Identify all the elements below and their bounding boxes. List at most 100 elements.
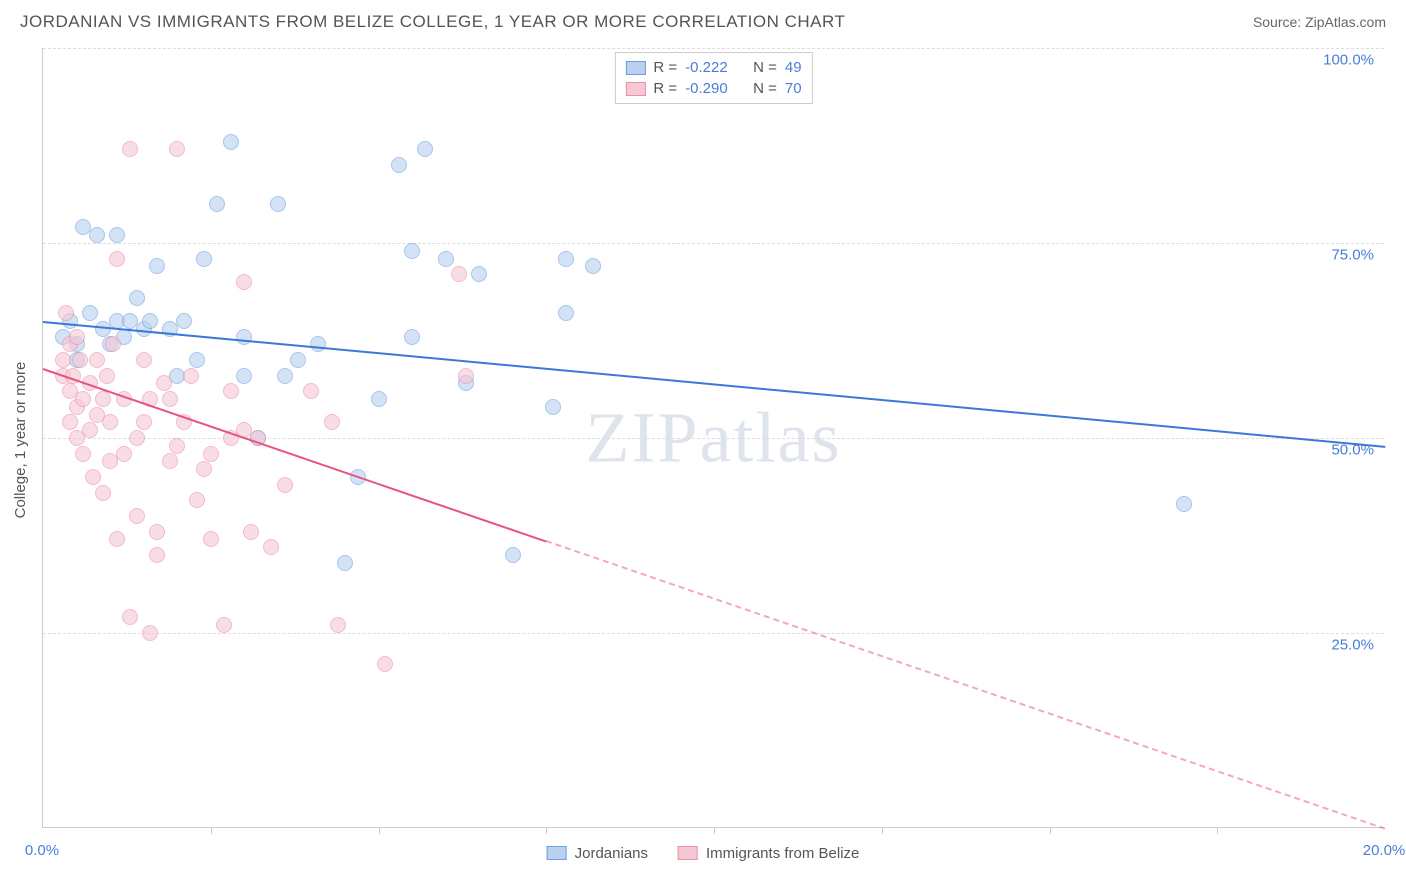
scatter-point <box>223 383 239 399</box>
scatter-point <box>1176 496 1192 512</box>
scatter-point <box>95 391 111 407</box>
scatter-point <box>149 258 165 274</box>
x-tick <box>1217 827 1218 834</box>
legend-swatch <box>625 61 645 75</box>
series-legend: Jordanians Immigrants from Belize <box>547 838 860 868</box>
scatter-point <box>149 547 165 563</box>
x-tick <box>546 827 547 834</box>
scatter-point <box>82 305 98 321</box>
legend-swatch <box>678 846 698 860</box>
scatter-point <box>169 438 185 454</box>
legend-item: Jordanians <box>547 845 648 862</box>
scatter-point <box>55 352 71 368</box>
r-value: -0.222 <box>685 59 745 76</box>
correlation-legend: R = -0.222 N = 49 R = -0.290 N = 70 <box>614 52 812 104</box>
scatter-chart: ZIPatlas R =-0.222N =49R =-0.290N =70 25… <box>42 48 1384 828</box>
scatter-point <box>75 391 91 407</box>
scatter-point <box>99 368 115 384</box>
scatter-point <box>89 352 105 368</box>
scatter-point <box>505 547 521 563</box>
legend-label: Immigrants from Belize <box>706 845 859 862</box>
scatter-point <box>85 469 101 485</box>
scatter-point <box>62 414 78 430</box>
y-axis-label: College, 1 year or more <box>12 362 29 519</box>
trend-line <box>546 540 1385 830</box>
y-tick-label: 100.0% <box>1323 52 1374 69</box>
legend-row: R =-0.222N =49 <box>625 57 801 78</box>
scatter-point <box>136 414 152 430</box>
gridline <box>43 243 1384 244</box>
scatter-point <box>82 422 98 438</box>
y-tick-label: 25.0% <box>1331 637 1374 654</box>
scatter-point <box>102 414 118 430</box>
x-tick <box>1050 827 1051 834</box>
scatter-point <box>189 492 205 508</box>
scatter-point <box>69 329 85 345</box>
scatter-point <box>109 251 125 267</box>
legend-swatch <box>547 846 567 860</box>
x-tick <box>714 827 715 834</box>
x-axis-max-label: 20.0% <box>1363 842 1406 859</box>
x-tick <box>379 827 380 834</box>
n-value: 49 <box>785 59 802 76</box>
scatter-point <box>122 141 138 157</box>
scatter-point <box>324 414 340 430</box>
legend-item: Immigrants from Belize <box>678 845 859 862</box>
y-tick-label: 75.0% <box>1331 247 1374 264</box>
scatter-point <box>404 243 420 259</box>
n-label: N = <box>753 80 777 97</box>
scatter-point <box>183 368 199 384</box>
scatter-point <box>391 157 407 173</box>
r-value: -0.290 <box>685 80 745 97</box>
n-label: N = <box>753 59 777 76</box>
scatter-point <box>558 251 574 267</box>
scatter-point <box>209 196 225 212</box>
n-value: 70 <box>785 80 802 97</box>
scatter-point <box>558 305 574 321</box>
scatter-point <box>371 391 387 407</box>
gridline <box>43 48 1384 49</box>
r-label: R = <box>653 80 677 97</box>
scatter-point <box>196 251 212 267</box>
scatter-point <box>223 134 239 150</box>
scatter-point <box>162 391 178 407</box>
scatter-point <box>236 274 252 290</box>
scatter-point <box>95 485 111 501</box>
scatter-point <box>243 524 259 540</box>
scatter-point <box>129 430 145 446</box>
x-tick <box>211 827 212 834</box>
scatter-point <box>189 352 205 368</box>
scatter-point <box>129 290 145 306</box>
scatter-point <box>169 141 185 157</box>
scatter-point <box>109 227 125 243</box>
scatter-point <box>290 352 306 368</box>
scatter-point <box>136 352 152 368</box>
gridline <box>43 633 1384 634</box>
legend-label: Jordanians <box>575 845 648 862</box>
scatter-point <box>203 531 219 547</box>
scatter-point <box>585 258 601 274</box>
scatter-point <box>216 617 232 633</box>
scatter-point <box>438 251 454 267</box>
scatter-point <box>236 368 252 384</box>
x-tick <box>882 827 883 834</box>
scatter-point <box>337 555 353 571</box>
chart-title: JORDANIAN VS IMMIGRANTS FROM BELIZE COLL… <box>20 12 845 32</box>
scatter-point <box>129 508 145 524</box>
scatter-point <box>156 375 172 391</box>
scatter-point <box>105 336 121 352</box>
legend-row: R = -0.290 N = 70 <box>625 78 801 99</box>
scatter-point <box>277 477 293 493</box>
scatter-point <box>58 305 74 321</box>
scatter-point <box>303 383 319 399</box>
scatter-point <box>122 609 138 625</box>
scatter-point <box>310 336 326 352</box>
scatter-point <box>72 352 88 368</box>
scatter-point <box>109 531 125 547</box>
x-axis-min-label: 0.0% <box>25 842 59 859</box>
scatter-point <box>149 524 165 540</box>
scatter-point <box>417 141 433 157</box>
scatter-point <box>471 266 487 282</box>
source-label: Source: ZipAtlas.com <box>1253 14 1386 30</box>
scatter-point <box>196 461 212 477</box>
